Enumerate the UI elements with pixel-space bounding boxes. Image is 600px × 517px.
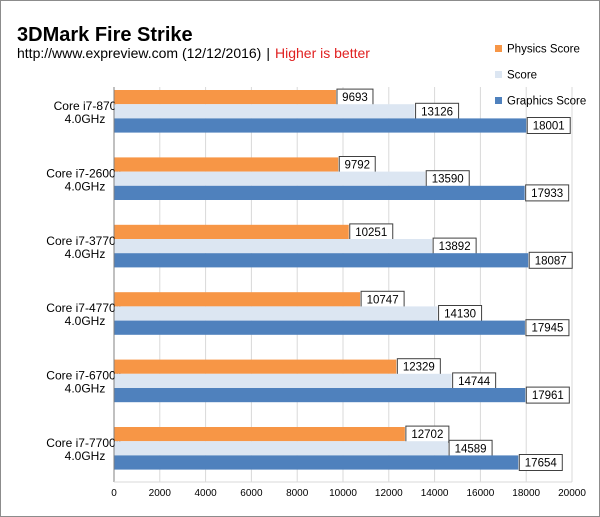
category-label: Core i7-4770K — [46, 301, 123, 315]
bar-score — [114, 441, 449, 456]
data-label-box — [518, 454, 563, 471]
data-label: 9693 — [342, 92, 368, 104]
legend-swatch — [495, 45, 502, 52]
x-tick-label: 0 — [111, 488, 117, 499]
legend-swatch — [495, 71, 502, 78]
category-label: 4.0GHz — [65, 112, 106, 126]
category-label: 4.0GHz — [65, 179, 106, 193]
data-label: 14130 — [444, 309, 476, 321]
category-label: Core i7-2600K — [46, 166, 123, 180]
category-label: 4.0GHz — [65, 247, 106, 261]
x-tick-label: 18000 — [512, 488, 540, 499]
data-label: 17961 — [532, 390, 564, 402]
chart-title: 3DMark Fire Strike — [17, 24, 193, 46]
bar-score — [114, 306, 438, 321]
chart-subtitle: http://www.expreview.com (12/12/2016) | Hi… — [17, 45, 370, 61]
subtitle-separator: | — [266, 45, 270, 61]
bar-physics-score — [114, 427, 405, 442]
category-label: 4.0GHz — [65, 382, 106, 396]
bar-physics-score — [114, 90, 336, 105]
bar-score — [114, 373, 452, 388]
category-label: Core i7-3770K — [46, 234, 123, 248]
data-label: 13590 — [432, 174, 464, 186]
data-label-box — [525, 319, 570, 337]
bar-physics-score — [114, 224, 349, 239]
legend-label: Physics Score — [507, 44, 580, 56]
bar-graphics-score — [114, 118, 527, 133]
data-label-box — [525, 386, 570, 404]
data-label: 17654 — [525, 458, 558, 470]
bar-graphics-score — [114, 388, 526, 403]
data-label: 18001 — [533, 121, 565, 133]
x-tick-label: 20000 — [558, 488, 586, 499]
data-label-box — [526, 117, 571, 134]
category-label: Core i7-6700K — [46, 369, 123, 383]
x-tick-label: 6000 — [240, 488, 263, 499]
data-label-box — [528, 251, 573, 269]
data-label: 10251 — [355, 227, 387, 239]
bar-graphics-score — [114, 455, 519, 470]
category-label: Core i7-870 — [54, 99, 117, 113]
x-tick-label: 4000 — [194, 488, 217, 499]
x-tick-label: 8000 — [286, 488, 309, 499]
legend-label: Score — [507, 70, 537, 82]
x-tick-label: 10000 — [329, 488, 357, 499]
data-label-box — [525, 184, 570, 202]
data-label: 10747 — [367, 294, 399, 306]
bar-physics-score — [114, 359, 397, 374]
bar-physics-score — [114, 157, 339, 172]
x-tick-label: 12000 — [375, 488, 403, 499]
bar-graphics-score — [114, 320, 525, 335]
data-label: 14744 — [458, 376, 491, 388]
bar-score — [114, 171, 426, 186]
data-label: 12702 — [411, 429, 443, 441]
bar-physics-score — [114, 292, 361, 307]
data-label: 18087 — [535, 255, 567, 267]
x-tick-label: 14000 — [421, 488, 449, 499]
legend-label: Graphics Score — [507, 96, 586, 108]
data-label: 17945 — [531, 323, 563, 335]
category-label: Core i7-7700K — [46, 436, 123, 450]
data-label: 13126 — [421, 106, 453, 118]
x-tick-label: 16000 — [466, 488, 494, 499]
x-tick-label: 2000 — [149, 488, 172, 499]
bar-score — [114, 104, 415, 119]
data-label: 12329 — [403, 362, 435, 374]
source-text: http://www.expreview.com (12/12/2016) — [17, 45, 262, 61]
category-label: 4.0GHz — [65, 449, 106, 463]
legend-swatch — [495, 97, 502, 104]
bar-graphics-score — [114, 253, 529, 268]
category-label: 4.0GHz — [65, 314, 106, 328]
data-label: 9792 — [344, 160, 370, 172]
bar-score — [114, 239, 433, 254]
bar-graphics-score — [114, 185, 525, 200]
data-label: 17933 — [531, 188, 563, 200]
data-label: 13892 — [439, 241, 471, 253]
higher-is-better-note: Higher is better — [274, 45, 370, 61]
data-label: 14589 — [455, 443, 487, 455]
